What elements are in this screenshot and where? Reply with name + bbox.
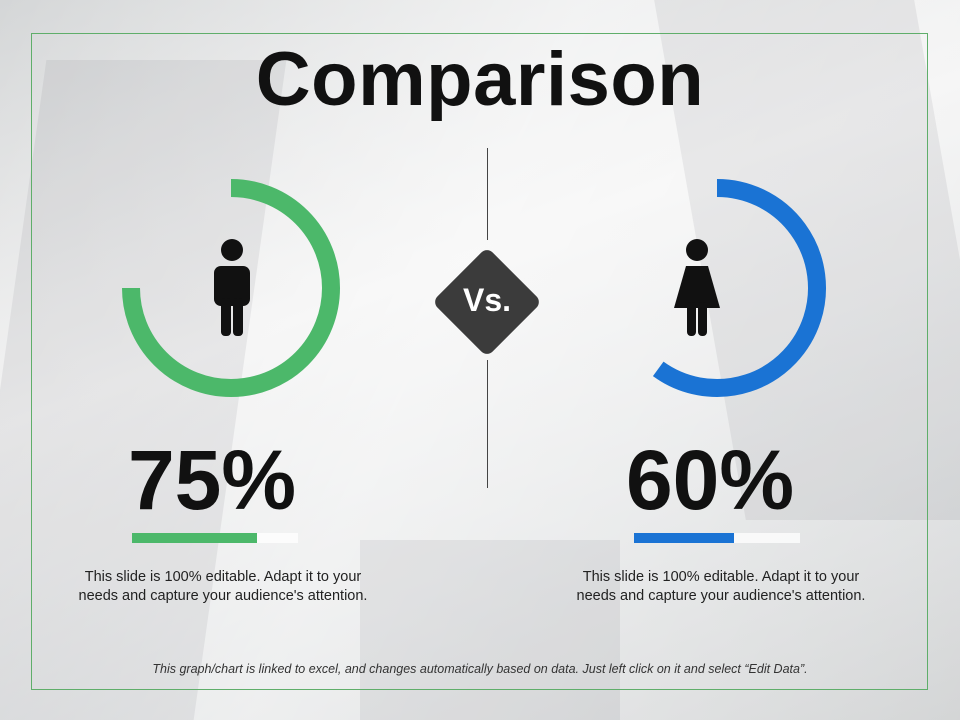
progress-track-female bbox=[634, 533, 800, 543]
progress-track-male bbox=[132, 533, 298, 543]
donut-arc-male bbox=[122, 179, 340, 397]
progress-fill-male bbox=[132, 533, 257, 543]
progress-fill-female bbox=[634, 533, 734, 543]
divider-top bbox=[487, 148, 488, 240]
percentage-female: 60% bbox=[625, 433, 795, 527]
donut-chart-female bbox=[652, 179, 826, 397]
description-female: This slide is 100% editable. Adapt it to… bbox=[576, 569, 866, 604]
donut-chart-male bbox=[122, 179, 340, 397]
slide-frame bbox=[31, 33, 928, 690]
description-male: This slide is 100% editable. Adapt it to… bbox=[78, 569, 368, 604]
footnote: This graph/chart is linked to excel, and… bbox=[152, 662, 808, 676]
male-person-icon bbox=[214, 239, 250, 336]
donut-arc-female bbox=[652, 179, 826, 397]
female-person-icon bbox=[674, 239, 720, 336]
vs-label: Vs. bbox=[462, 282, 512, 318]
slide-title: Comparison bbox=[255, 37, 705, 122]
percentage-male: 75% bbox=[127, 433, 297, 527]
divider-bottom bbox=[487, 360, 488, 488]
